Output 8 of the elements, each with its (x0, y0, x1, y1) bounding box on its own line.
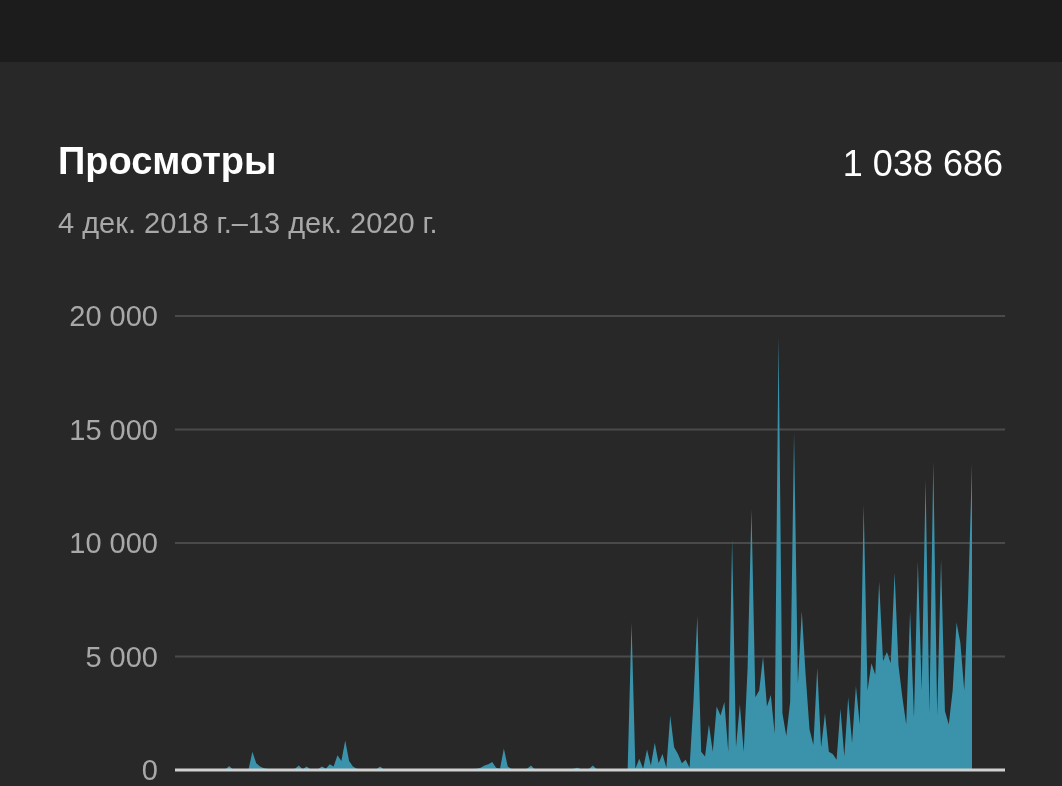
chart-subtitle: 4 дек. 2018 г.–13 дек. 2020 г. (58, 207, 438, 239)
y-tick-label: 15 000 (69, 413, 158, 446)
y-tick-label: 0 (141, 754, 158, 786)
y-tick-label: 5 000 (85, 640, 158, 673)
text: 1 038 686 (842, 143, 1003, 184)
y-tick-label: 20 000 (69, 300, 158, 333)
chart-title: Просмотры (58, 140, 277, 182)
y-tick-label: 10 000 (69, 527, 158, 560)
